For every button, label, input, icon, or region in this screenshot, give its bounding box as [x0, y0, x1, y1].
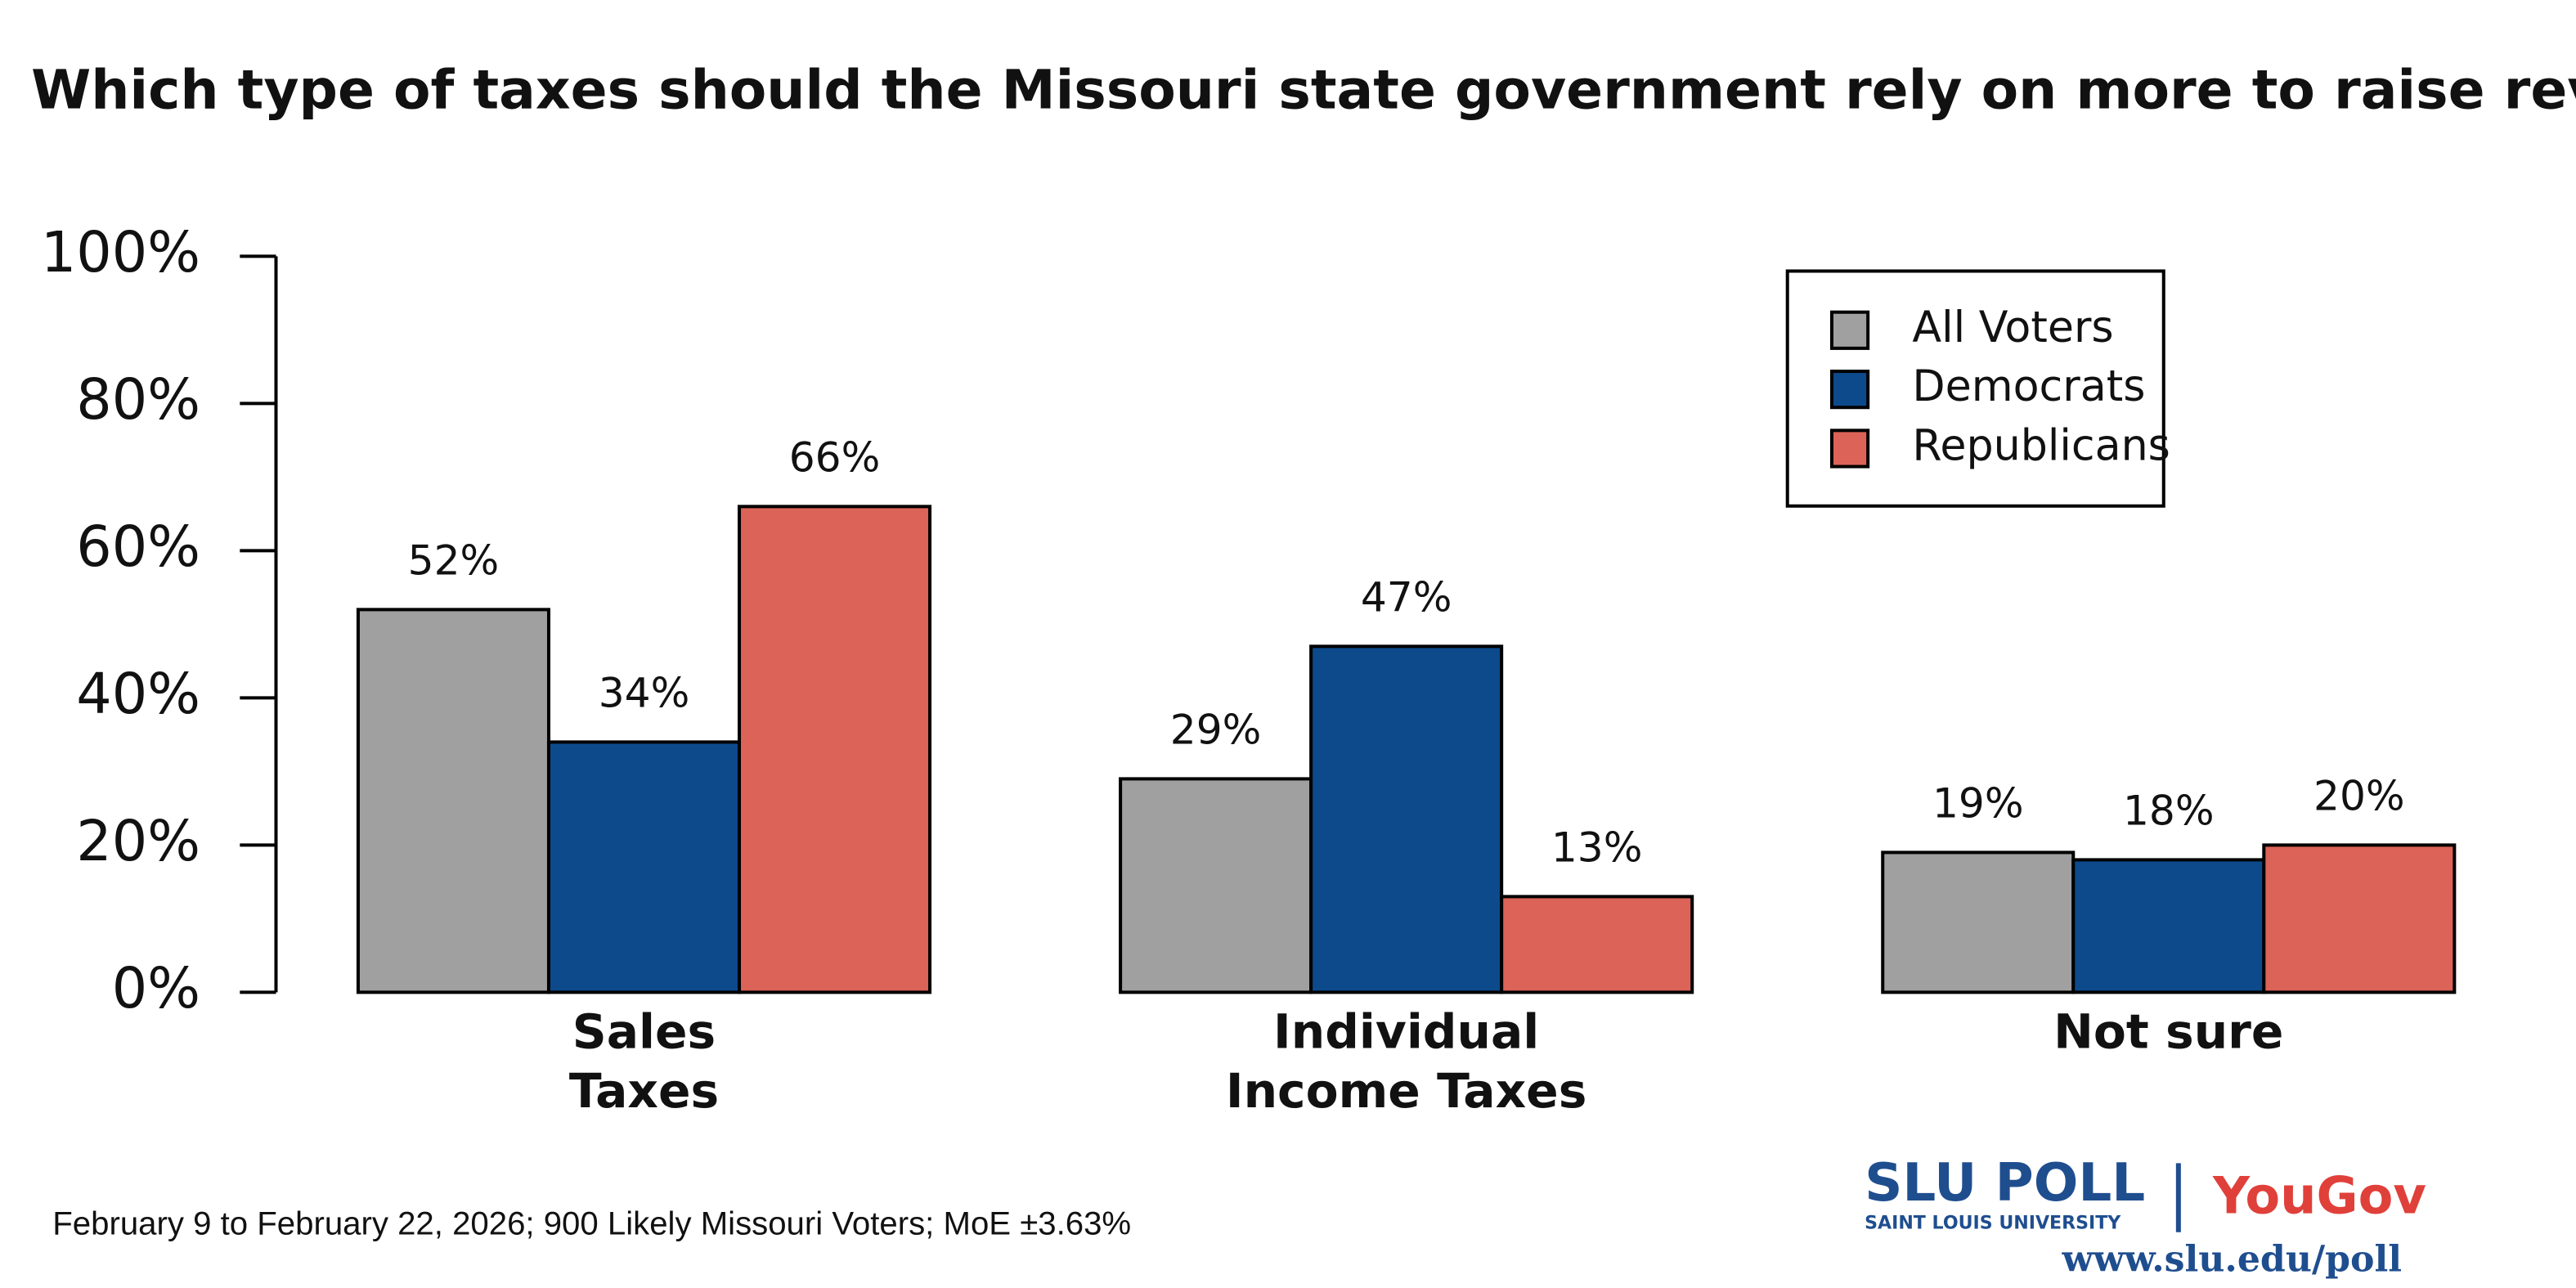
value-label: 20% [2313, 772, 2405, 820]
y-tick-label: 40% [76, 662, 200, 727]
poll-url: www.slu.edu/poll [2062, 1238, 2402, 1280]
legend-label: Republicans [1912, 421, 2170, 470]
x-tick-label: Not sure [2053, 1004, 2283, 1060]
logo: SLU POLL SAINT LOUIS UNIVERSITY YouGov w… [1865, 1152, 2426, 1280]
bar [738, 505, 932, 994]
x-tick-label: Individual Income Taxes [1226, 1004, 1586, 1119]
bar [546, 740, 742, 994]
value-label: 19% [1932, 779, 2024, 828]
value-label: 18% [2123, 787, 2215, 835]
x-tick-label-line: Income Taxes [1226, 1063, 1586, 1119]
y-tick-label: 60% [76, 515, 200, 580]
bar [1119, 777, 1313, 994]
y-tick-label: 80% [76, 368, 200, 433]
legend-label: All Voters [1912, 303, 2113, 352]
legend-swatch [1829, 310, 1870, 350]
x-tick-label-line: Sales [572, 1004, 716, 1060]
value-label: 13% [1551, 824, 1643, 872]
value-label: 34% [599, 669, 690, 717]
value-label: 47% [1361, 573, 1452, 622]
legend-swatch [1829, 429, 1870, 469]
bar [2262, 843, 2457, 994]
bar [2071, 858, 2266, 994]
slu-university: SAINT LOUIS UNIVERSITY [1865, 1213, 2121, 1234]
y-tick-label: 0% [112, 957, 200, 1021]
value-label: 66% [789, 433, 881, 482]
bar [1500, 895, 1694, 994]
slu-poll-logo: SLU POLL [1865, 1152, 2145, 1214]
legend-label: Democrats [1912, 362, 2145, 411]
bar [1309, 644, 1504, 994]
bar [1881, 850, 2076, 994]
yougov-logo: YouGov [2212, 1166, 2426, 1226]
legend-swatch [1829, 370, 1870, 410]
x-tick-label-line: Individual [1273, 1004, 1539, 1060]
footnote: February 9 to February 22, 2026; 900 Lik… [52, 1205, 1131, 1241]
x-tick-label-line: Not sure [2053, 1004, 2283, 1060]
x-tick-label-line: Taxes [569, 1063, 719, 1119]
bar [356, 608, 550, 994]
chart-title: Which type of taxes should the Missouri … [31, 58, 2576, 122]
value-label: 29% [1170, 706, 1262, 754]
x-tick-label: Sales Taxes [569, 1004, 719, 1119]
y-tick-label: 100% [41, 221, 200, 285]
y-tick-label: 20% [76, 810, 200, 874]
value-label: 52% [408, 536, 500, 585]
